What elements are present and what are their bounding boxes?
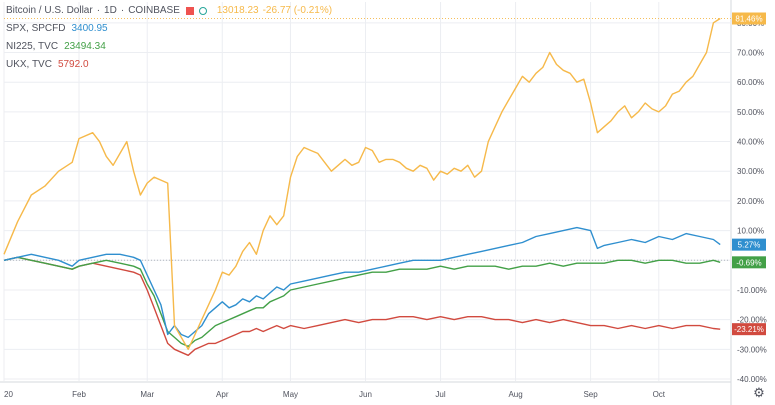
last-value-badge bbox=[732, 12, 766, 25]
separator: · bbox=[120, 5, 125, 16]
legend-compare-row[interactable]: NI225, TVC 23494.34 bbox=[6, 39, 332, 55]
compare-symbol: SPX, SPCFD bbox=[6, 23, 66, 34]
y-tick-label: 30.00% bbox=[737, 167, 764, 176]
y-tick-label: -30.00% bbox=[737, 345, 767, 354]
x-tick-label: Jul bbox=[435, 390, 445, 399]
x-tick-label: Mar bbox=[140, 390, 154, 399]
y-tick-label: 10.00% bbox=[737, 227, 764, 236]
last-value-badge bbox=[732, 256, 766, 269]
x-tick-label: Jun bbox=[359, 390, 372, 399]
last-value-label: 5.27% bbox=[738, 241, 761, 250]
legend-compare-row[interactable]: UKX, TVC 5792.0 bbox=[6, 57, 332, 73]
settings-gear-icon[interactable]: ⚙ bbox=[753, 385, 765, 400]
series-line bbox=[3, 256, 721, 356]
x-tick-label: May bbox=[283, 390, 298, 399]
y-tick-label: 70.00% bbox=[737, 49, 764, 58]
legend-main-row[interactable]: Bitcoin / U.S. Dollar · 1D · COINBASE 13… bbox=[6, 4, 332, 18]
main-exchange: COINBASE bbox=[128, 5, 180, 16]
x-tick-label: Feb bbox=[72, 390, 86, 399]
x-tick-label: Oct bbox=[653, 390, 666, 399]
main-change: -26.77 (-0.21%) bbox=[262, 5, 333, 16]
last-value-badge bbox=[732, 238, 766, 251]
last-value-label: -0.69% bbox=[736, 258, 761, 267]
last-value-label: -23.21% bbox=[734, 325, 764, 334]
market-status-icon bbox=[198, 7, 207, 15]
y-tick-label: 40.00% bbox=[737, 138, 764, 147]
compare-value: 5792.0 bbox=[57, 59, 89, 70]
compare-value: 3400.95 bbox=[71, 23, 108, 34]
compare-symbol: UKX, TVC bbox=[6, 59, 52, 70]
legend-compare-row[interactable]: SPX, SPCFD 3400.95 bbox=[6, 21, 332, 37]
x-tick-label: 20 bbox=[4, 390, 13, 399]
y-tick-label: 60.00% bbox=[737, 78, 764, 87]
legend: Bitcoin / U.S. Dollar · 1D · COINBASE 13… bbox=[6, 4, 332, 73]
y-tick-label: -10.00% bbox=[737, 286, 767, 295]
series-line bbox=[3, 226, 721, 339]
series-line bbox=[3, 256, 721, 348]
compare-symbol: NI225, TVC bbox=[6, 41, 59, 52]
y-tick-label: -40.00% bbox=[737, 375, 767, 384]
last-value-label: 81.46% bbox=[735, 15, 762, 24]
flag-icon[interactable] bbox=[185, 7, 194, 15]
x-tick-label: Apr bbox=[216, 390, 229, 399]
last-value-badge bbox=[732, 323, 766, 336]
main-interval: 1D bbox=[104, 5, 117, 16]
y-tick-label: 50.00% bbox=[737, 108, 764, 117]
x-tick-label: Sep bbox=[583, 390, 598, 399]
main-symbol: Bitcoin / U.S. Dollar bbox=[6, 5, 93, 16]
separator: · bbox=[96, 5, 101, 16]
main-price: 13018.23 bbox=[216, 5, 259, 16]
x-tick-label: Aug bbox=[508, 390, 522, 399]
series-line bbox=[3, 17, 721, 350]
y-tick-label: -20.00% bbox=[737, 316, 767, 325]
compare-value: 23494.34 bbox=[64, 41, 106, 52]
y-tick-label: 20.00% bbox=[737, 197, 764, 206]
